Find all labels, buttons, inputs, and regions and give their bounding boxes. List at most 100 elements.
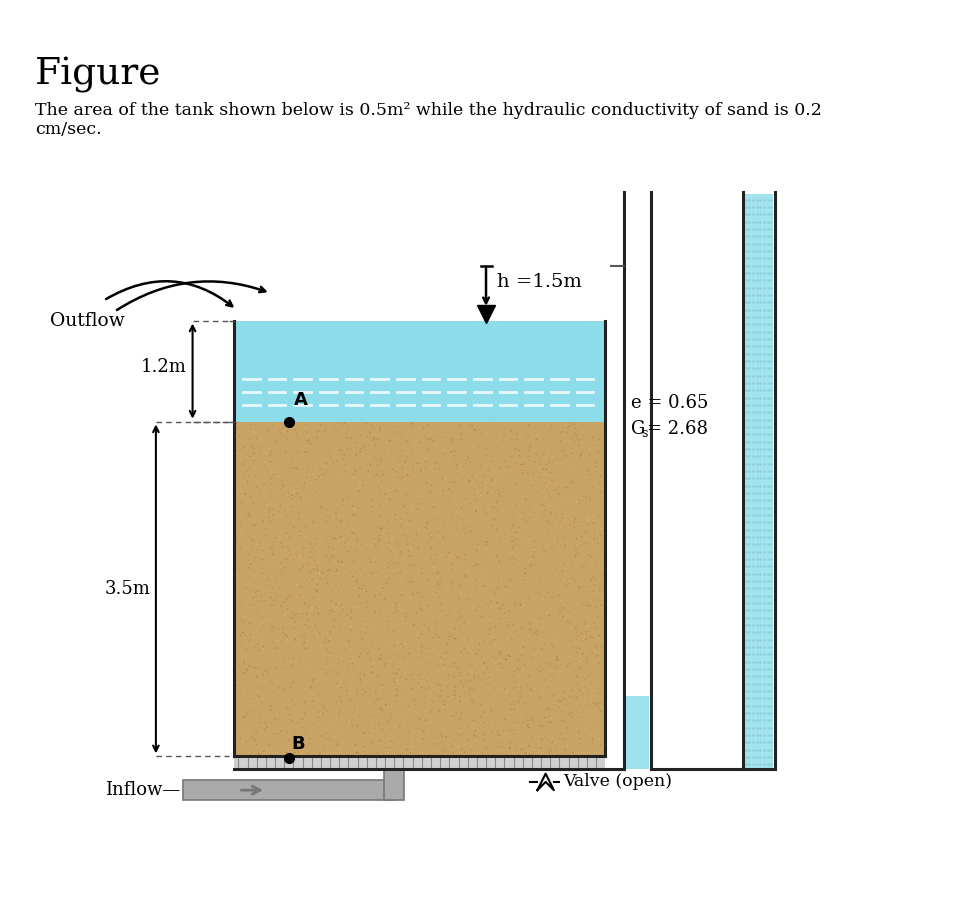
Point bbox=[490, 638, 505, 653]
Point bbox=[250, 588, 265, 602]
Point bbox=[265, 589, 280, 603]
Point bbox=[390, 636, 405, 650]
Point bbox=[323, 682, 338, 697]
Point bbox=[506, 552, 521, 566]
Point bbox=[239, 447, 254, 461]
Point bbox=[273, 565, 288, 579]
Point bbox=[584, 431, 599, 445]
Point bbox=[247, 530, 262, 544]
Point bbox=[294, 587, 309, 601]
Point bbox=[387, 512, 402, 527]
Point bbox=[274, 536, 289, 550]
Point bbox=[419, 728, 435, 743]
Point bbox=[583, 573, 598, 587]
Point bbox=[355, 582, 370, 596]
Point bbox=[449, 674, 464, 689]
Point bbox=[471, 663, 486, 677]
Point bbox=[262, 637, 277, 652]
Point bbox=[329, 469, 344, 484]
Point bbox=[424, 726, 439, 741]
Point bbox=[321, 647, 336, 662]
Point bbox=[510, 627, 525, 641]
Point bbox=[592, 469, 607, 484]
Point bbox=[272, 580, 287, 594]
Point bbox=[498, 626, 514, 640]
Point bbox=[327, 672, 342, 686]
Point bbox=[490, 423, 505, 437]
Point bbox=[264, 484, 279, 498]
Point bbox=[310, 583, 325, 598]
Point bbox=[256, 722, 272, 736]
Point bbox=[402, 467, 417, 481]
Point bbox=[307, 584, 322, 599]
Point bbox=[256, 431, 272, 445]
Point bbox=[417, 520, 433, 534]
Point bbox=[449, 549, 464, 564]
Point bbox=[296, 597, 312, 611]
Point bbox=[272, 592, 287, 606]
Point bbox=[402, 700, 417, 715]
Point bbox=[504, 464, 519, 478]
Point bbox=[363, 476, 378, 490]
Point bbox=[303, 469, 318, 484]
Point bbox=[386, 543, 401, 557]
Point bbox=[259, 454, 274, 468]
Point bbox=[309, 580, 324, 594]
Point bbox=[539, 662, 555, 676]
Point bbox=[278, 451, 294, 466]
Point bbox=[314, 565, 330, 580]
Point bbox=[488, 617, 503, 631]
Point bbox=[392, 628, 407, 643]
Point bbox=[384, 483, 399, 497]
Point bbox=[476, 716, 491, 730]
Point bbox=[347, 593, 362, 608]
Point bbox=[447, 688, 462, 702]
Point bbox=[414, 702, 429, 717]
Point bbox=[254, 642, 270, 656]
Point bbox=[302, 734, 317, 748]
Point bbox=[584, 732, 599, 746]
Point bbox=[351, 510, 366, 524]
Point bbox=[380, 675, 395, 690]
Point bbox=[582, 467, 598, 482]
Point bbox=[451, 417, 466, 432]
Point bbox=[253, 441, 269, 455]
Point bbox=[338, 713, 354, 727]
Point bbox=[591, 579, 606, 593]
Point bbox=[508, 441, 523, 456]
Point bbox=[373, 452, 388, 467]
Point bbox=[506, 697, 521, 711]
Point bbox=[570, 573, 585, 587]
Point bbox=[589, 640, 604, 654]
Point bbox=[578, 654, 594, 669]
Point bbox=[584, 646, 599, 661]
Point bbox=[400, 706, 416, 720]
Point bbox=[253, 447, 269, 461]
Point bbox=[311, 622, 326, 636]
Point bbox=[448, 504, 463, 519]
Point bbox=[416, 590, 431, 604]
Point bbox=[418, 644, 434, 658]
Point bbox=[425, 417, 440, 432]
Point bbox=[343, 692, 358, 707]
Point bbox=[477, 557, 493, 572]
Point bbox=[595, 453, 610, 467]
Point bbox=[580, 512, 596, 527]
Point bbox=[444, 478, 459, 493]
Point bbox=[237, 710, 253, 725]
Point bbox=[536, 620, 551, 635]
Point bbox=[546, 611, 561, 626]
Point bbox=[274, 565, 290, 580]
Point bbox=[538, 462, 554, 476]
Point bbox=[244, 744, 259, 759]
Point bbox=[537, 600, 553, 614]
Point bbox=[234, 457, 250, 471]
Point bbox=[533, 659, 548, 673]
Point bbox=[400, 701, 416, 716]
Point bbox=[395, 601, 410, 616]
Point bbox=[541, 422, 557, 436]
Point bbox=[432, 429, 447, 443]
Point bbox=[390, 540, 405, 555]
Point bbox=[497, 712, 512, 726]
Point bbox=[264, 658, 279, 672]
